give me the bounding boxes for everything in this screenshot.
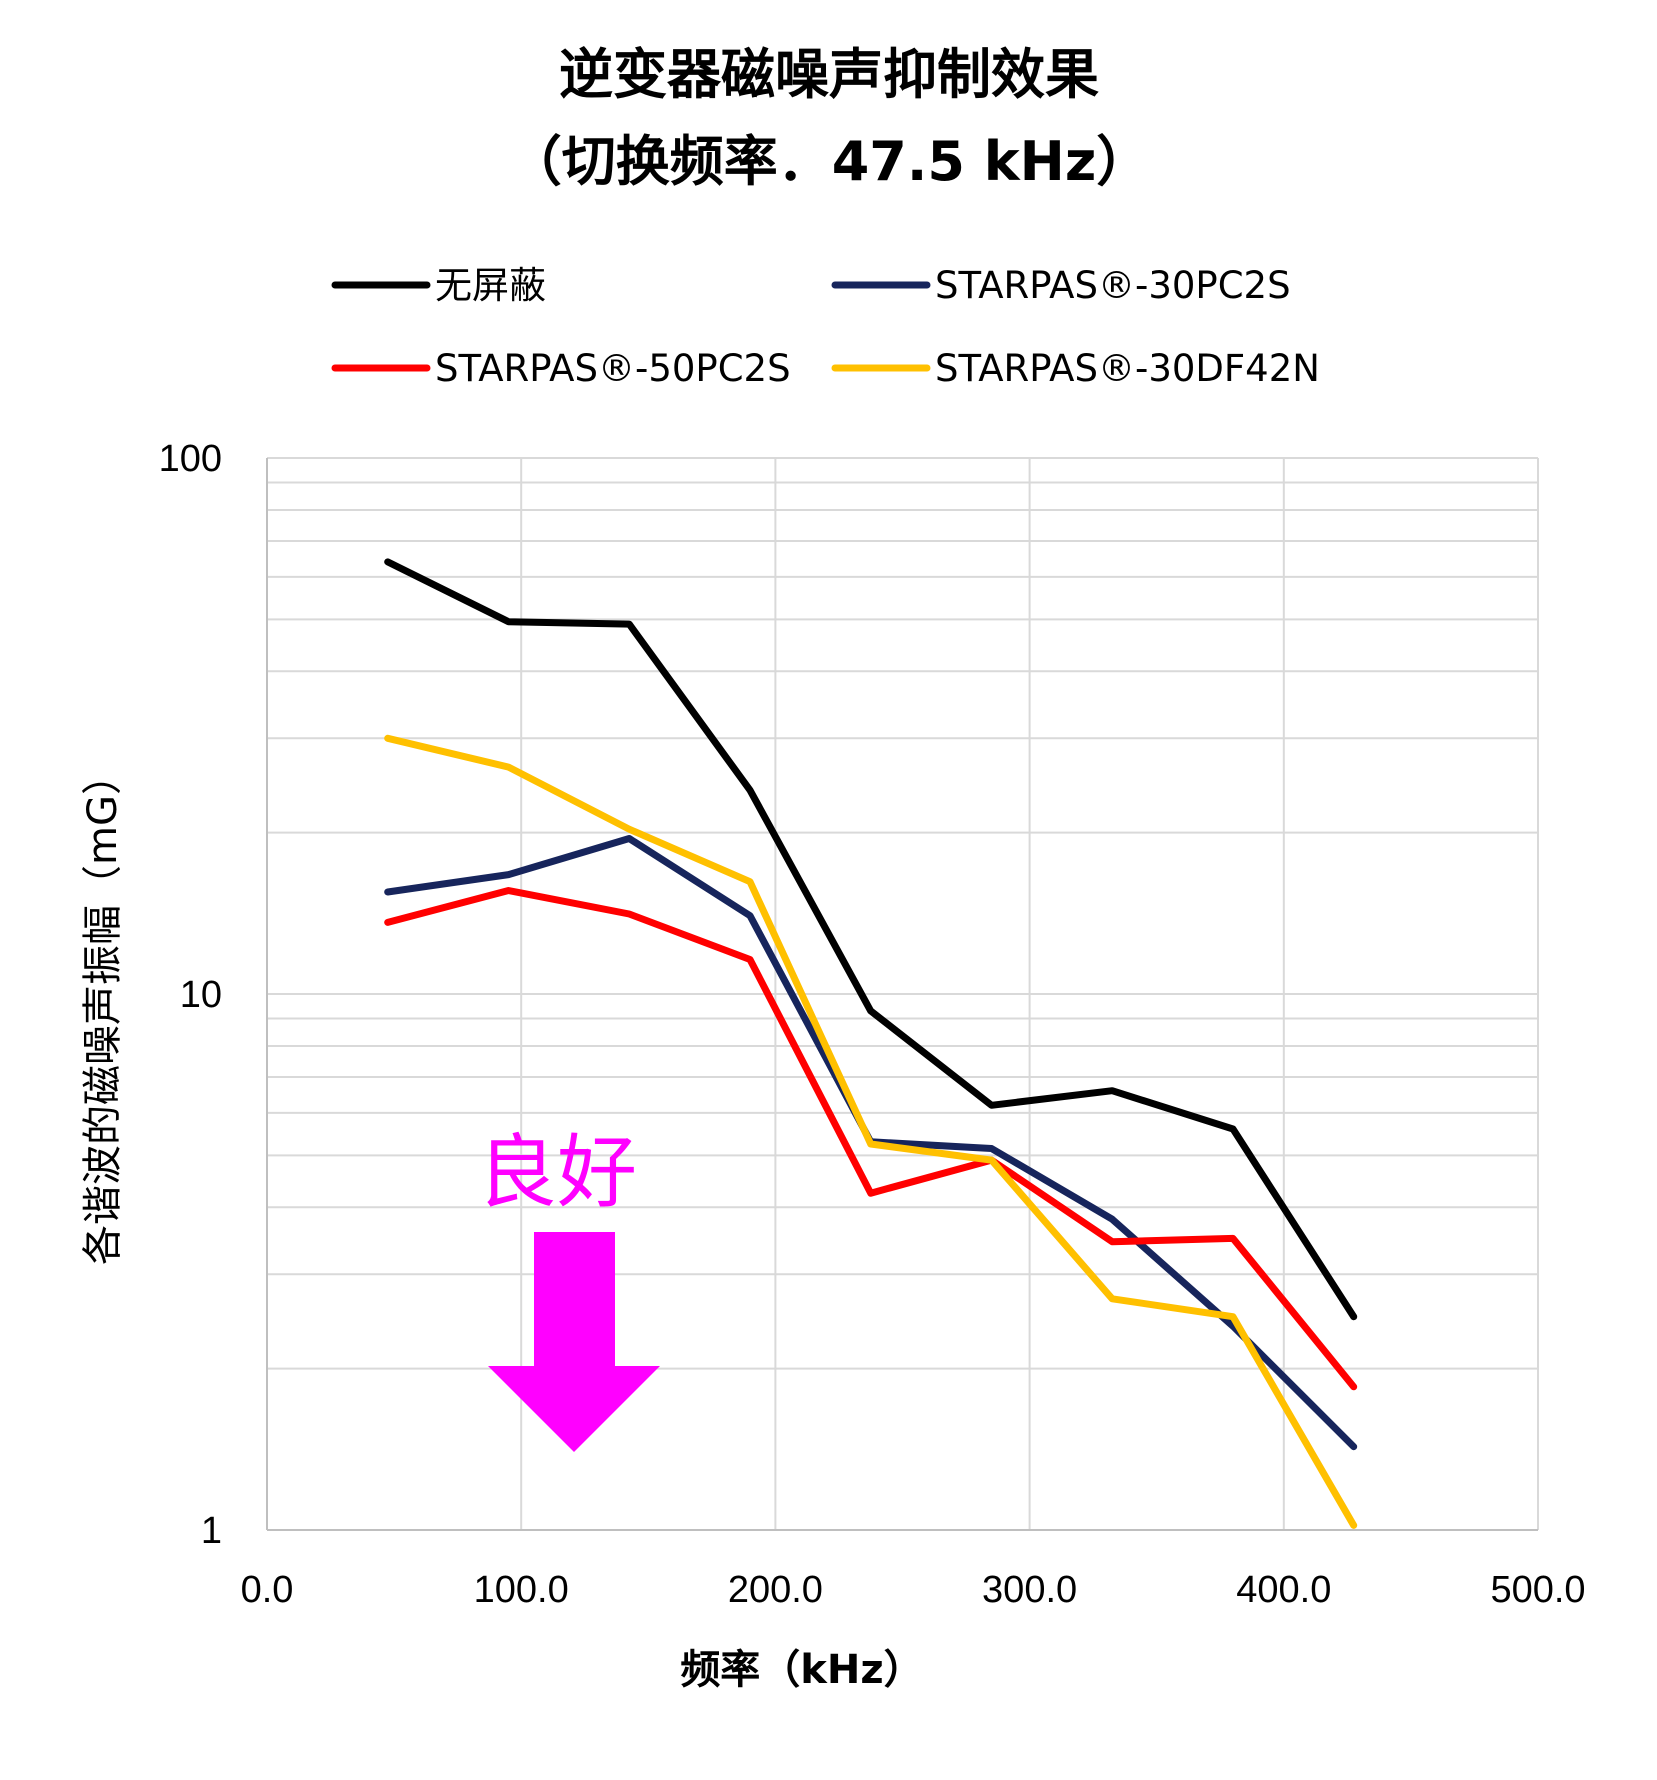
axes bbox=[266, 458, 1538, 1531]
x-tick-label: 100.0 bbox=[474, 1569, 569, 1611]
x-tick-label: 200.0 bbox=[728, 1569, 823, 1611]
chart-subtitle: （切换频率．47.5 kHz） bbox=[508, 130, 1151, 193]
x-tick-label: 300.0 bbox=[982, 1569, 1077, 1611]
series-line-1 bbox=[384, 558, 1358, 1321]
legend-label-3: STARPAS®-50PC2S bbox=[435, 347, 791, 390]
legend: 无屏蔽 STARPAS®-30PC2S STARPAS®-50PC2S STARPAS… bbox=[331, 264, 1320, 390]
series-line-4 bbox=[384, 734, 1358, 1529]
x-tick-label: 500.0 bbox=[1490, 1569, 1585, 1611]
series-line-3 bbox=[384, 887, 1358, 1391]
y-tick-label: 10 bbox=[180, 974, 222, 1016]
chart-title: 逆变器磁噪声抑制效果 bbox=[559, 43, 1099, 106]
y-tick-label: 100 bbox=[159, 438, 222, 480]
tick-labels: 0.0 100.0 200.0 300.0 400.0 500.0 1 10 100 bbox=[159, 438, 1586, 1611]
x-tick-label: 0.0 bbox=[241, 1569, 294, 1611]
grid bbox=[266, 457, 1539, 1531]
x-axis-label: 频率（kHz） bbox=[680, 1647, 923, 1693]
legend-label-2: STARPAS®-30PC2S bbox=[935, 264, 1291, 307]
down-arrow-icon bbox=[488, 1232, 660, 1452]
annotation-good: 良好 bbox=[477, 1126, 637, 1219]
x-tick-label: 400.0 bbox=[1236, 1569, 1331, 1611]
series-group bbox=[384, 558, 1358, 1529]
legend-label-1: 无屏蔽 bbox=[435, 264, 546, 307]
y-axis-label: 各谐波的磁噪声振幅（mG） bbox=[80, 755, 126, 1265]
y-tick-label: 1 bbox=[201, 1510, 222, 1552]
legend-label-4: STARPAS®-30DF42N bbox=[935, 347, 1320, 390]
